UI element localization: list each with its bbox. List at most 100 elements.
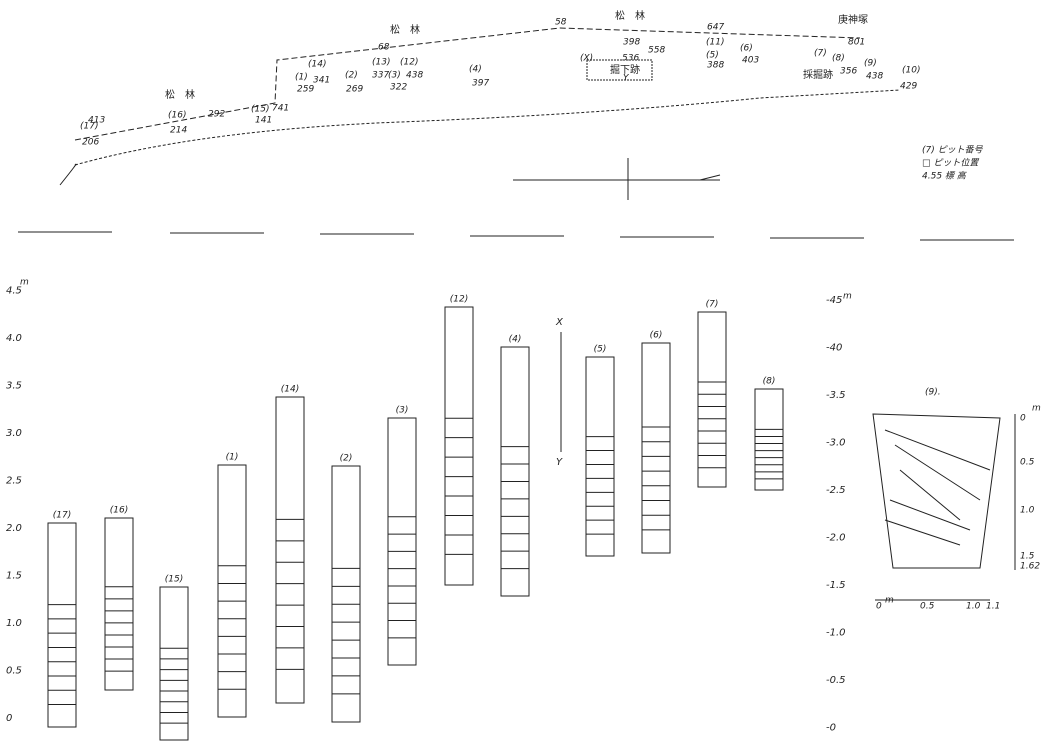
marker: Y [556, 457, 563, 468]
plan-label: 536 [622, 54, 639, 64]
column-label: (7) [706, 300, 719, 310]
column-label: (15) [165, 575, 183, 585]
plan-label: 397 [472, 79, 489, 89]
plan-label: 438 [406, 71, 423, 81]
plan-label: 庚神塚 [838, 13, 868, 26]
plan-label: (5) [706, 51, 719, 61]
figure: 松 林松 林松 林庚神塚5864768801413(16)214292(15)1… [0, 0, 1041, 745]
plan-label: 429 [900, 82, 917, 92]
y2-tick-label: -0 [826, 723, 836, 734]
depth-tick: 1.62 [1020, 562, 1040, 572]
plan-label: (14) [308, 60, 326, 70]
plan-label: 438 [866, 72, 883, 82]
legend-item: (7) ピット番号 [922, 145, 984, 156]
plan-label: 採掘跡 [803, 68, 833, 81]
y2-tick-label: -2.5 [826, 485, 846, 496]
column [160, 587, 188, 740]
column [698, 312, 726, 487]
column-label: (8) [763, 377, 776, 387]
plan-label: 259 [297, 85, 314, 95]
y2-tick-label: -2.0 [826, 533, 846, 544]
column [276, 397, 304, 703]
plan-label: (X) [580, 54, 593, 64]
plan-label: 647 [707, 23, 724, 33]
plan-label: 松 林 [165, 88, 195, 101]
y-tick-label: 0.5 [6, 666, 22, 677]
depth-tick: 1.0 [1020, 506, 1035, 516]
y2-tick-label: -45 [826, 295, 842, 306]
pit9-section [873, 414, 1015, 600]
column [642, 343, 670, 553]
plan-label: (13) [372, 58, 390, 68]
plan-label: 388 [707, 61, 724, 71]
plan-label: 341 [313, 76, 330, 86]
plan-label: 269 [346, 85, 363, 95]
plan-label: (15) [251, 105, 269, 115]
column-label: (1) [226, 453, 239, 463]
plan-label: (10) [902, 66, 920, 76]
y2-tick-label: -40 [826, 343, 842, 354]
plan-label: 801 [848, 38, 865, 48]
plan-label: (17) [80, 122, 98, 132]
plan-label: (9) [864, 59, 877, 69]
plan-label: 松 林 [390, 23, 420, 36]
y2-tick-label: -0.5 [826, 675, 846, 686]
y-tick-label: 3.0 [6, 428, 22, 439]
plan-label: (12) [400, 58, 418, 68]
y-tick-label: 3.5 [6, 381, 22, 392]
plan-label: 398 [623, 38, 640, 48]
plan-label: 558 [648, 46, 665, 56]
legend-item: □ ピット位置 [922, 158, 979, 169]
plan-label: 58 [555, 18, 567, 28]
depth-tick: 1.5 [1020, 552, 1035, 562]
plan-label: 322 [390, 83, 407, 93]
depth-tick: 0 [1020, 414, 1026, 424]
plan-label: 292 [208, 110, 225, 120]
plan-label: (16) [168, 111, 186, 121]
axis-unit: m [1032, 404, 1041, 414]
column [445, 307, 473, 585]
column [586, 357, 614, 556]
y-tick-label: 4.5 [6, 286, 22, 297]
y-tick-label: 1.5 [6, 571, 22, 582]
plan-label: (3) [388, 71, 401, 81]
y-tick-label: 4.0 [6, 333, 22, 344]
y2-tick-label: -1.0 [826, 628, 846, 639]
column-label: (17) [53, 511, 71, 521]
width-tick: 0 [876, 602, 882, 612]
plan-label: 356 [840, 67, 857, 77]
plan-label: 214 [170, 126, 187, 136]
pit-label: (9). [925, 388, 941, 398]
column [48, 523, 76, 727]
plan-label: 松 林 [615, 9, 645, 22]
plan-label: 68 [378, 43, 390, 53]
column [388, 418, 416, 665]
column-label: (4) [509, 335, 522, 345]
plan-label: 741 [272, 104, 289, 114]
y2-tick-label: -1.5 [826, 580, 846, 591]
y2-tick-label: -3.0 [826, 438, 846, 449]
legend-item: 4.55 標 高 [922, 171, 968, 182]
column [501, 347, 529, 596]
column-label: (16) [110, 506, 128, 516]
plan-label: (6) [740, 44, 753, 54]
column [755, 389, 783, 490]
plan-label: 141 [255, 116, 272, 126]
column [218, 465, 246, 717]
depth-tick: 0.5 [1020, 458, 1035, 468]
y2-tick-label: -3.5 [826, 390, 846, 401]
column [332, 466, 360, 722]
y-tick-label: 1.0 [6, 618, 22, 629]
plan-label: (7) [814, 49, 827, 59]
scale-bars [18, 232, 1014, 240]
column-label: (12) [450, 295, 468, 305]
plan-label: 206 [82, 138, 99, 148]
column-label: (5) [594, 345, 607, 355]
plan-label: (2) [345, 71, 358, 81]
y-tick-label: 2.0 [6, 523, 22, 534]
column [105, 518, 133, 690]
column-label: (2) [340, 454, 353, 464]
y-tick-label: 0 [6, 713, 12, 724]
width-tick: 0.5 [920, 602, 935, 612]
axis-unit: m [885, 596, 894, 606]
